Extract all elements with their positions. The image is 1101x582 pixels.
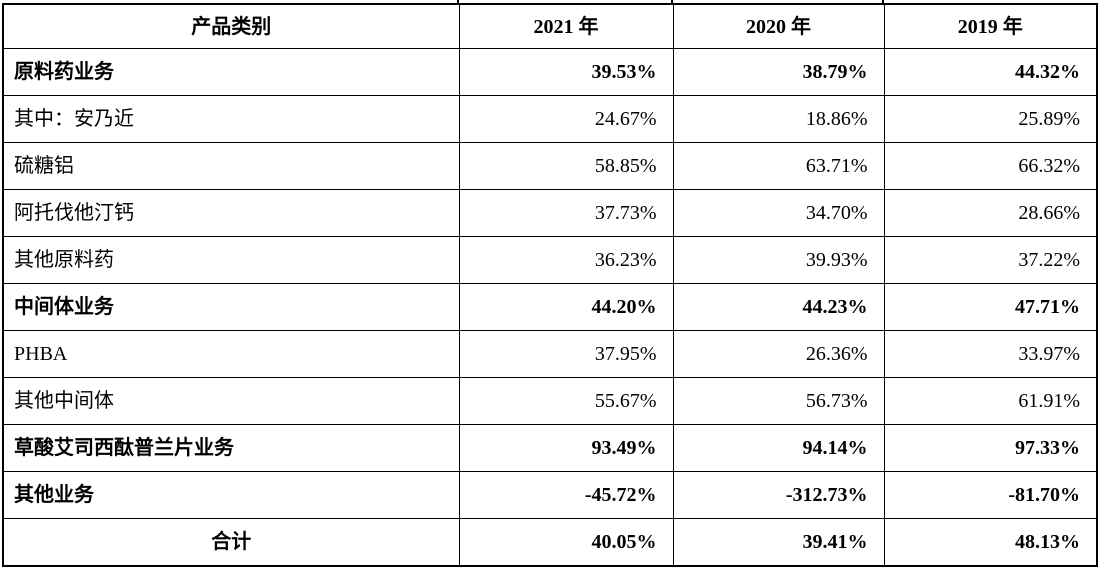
table-row-escitalopram-business: 草酸艾司西酞普兰片业务 93.49% 94.14% 97.33% [2,424,1098,472]
cell-value: -312.73% [672,471,885,519]
cell-value: 47.71% [883,283,1098,331]
cell-value: 34.70% [672,189,885,237]
row-label: 原料药业务 [2,48,460,96]
column-header-2019: 2019 年 [883,3,1098,49]
cell-value: 25.89% [883,95,1098,143]
table-row-total: 合计 40.05% 39.41% 48.13% [2,518,1098,567]
cell-value: 33.97% [883,330,1098,378]
column-line-stub [671,0,673,4]
table-row-sucralfate: 硫糖铝 58.85% 63.71% 66.32% [2,142,1098,190]
cell-value: 39.53% [458,48,674,96]
cell-value: 66.32% [883,142,1098,190]
cell-value: 37.22% [883,236,1098,284]
cell-value: 18.86% [672,95,885,143]
row-label: 其他中间体 [2,377,460,425]
cell-value: 40.05% [458,518,674,567]
table-row-other-intermediates: 其他中间体 55.67% 56.73% 61.91% [2,377,1098,425]
cell-value: 56.73% [672,377,885,425]
cell-value: 55.67% [458,377,674,425]
row-label: 中间体业务 [2,283,460,331]
table-row-other-api: 其他原料药 36.23% 39.93% 37.22% [2,236,1098,284]
row-label: 硫糖铝 [2,142,460,190]
cell-value: 93.49% [458,424,674,472]
row-label: 合计 [2,518,460,567]
cell-value: 37.73% [458,189,674,237]
cell-value: 44.20% [458,283,674,331]
column-header-2020: 2020 年 [672,3,885,49]
cell-value: 26.36% [672,330,885,378]
column-header-2021: 2021 年 [458,3,674,49]
cell-value: 39.41% [672,518,885,567]
cell-value: 36.23% [458,236,674,284]
row-label: 其中：安乃近 [2,95,460,143]
cell-value: 63.71% [672,142,885,190]
table-row-atorvastatin: 阿托伐他汀钙 37.73% 34.70% 28.66% [2,189,1098,237]
cell-value: 61.91% [883,377,1098,425]
product-margin-table: 产品类别 2021 年 2020 年 2019 年 原料药业务 39.53% 3… [2,3,1098,567]
table-row-other-business: 其他业务 -45.72% -312.73% -81.70% [2,471,1098,519]
cell-value: 48.13% [883,518,1098,567]
table-row-phba: PHBA 37.95% 26.36% 33.97% [2,330,1098,378]
cell-value: -45.72% [458,471,674,519]
row-label: 其他业务 [2,471,460,519]
cell-value: 38.79% [672,48,885,96]
table-header-row: 产品类别 2021 年 2020 年 2019 年 [2,3,1098,49]
cell-value: 94.14% [672,424,885,472]
cell-value: 44.23% [672,283,885,331]
cell-value: 28.66% [883,189,1098,237]
table-row-api-business: 原料药业务 39.53% 38.79% 44.32% [2,48,1098,96]
cell-value: 44.32% [883,48,1098,96]
cell-value: -81.70% [883,471,1098,519]
cell-value: 37.95% [458,330,674,378]
cell-value: 24.67% [458,95,674,143]
column-line-stub [457,0,459,4]
row-label: 其他原料药 [2,236,460,284]
column-line-stub [882,0,884,4]
table-row-analgin: 其中：安乃近 24.67% 18.86% 25.89% [2,95,1098,143]
cell-value: 58.85% [458,142,674,190]
row-label: 阿托伐他汀钙 [2,189,460,237]
row-label: 草酸艾司西酞普兰片业务 [2,424,460,472]
column-header-category: 产品类别 [2,3,460,49]
cell-value: 39.93% [672,236,885,284]
cell-value: 97.33% [883,424,1098,472]
row-label: PHBA [2,330,460,378]
table-row-intermediates-business: 中间体业务 44.20% 44.23% 47.71% [2,283,1098,331]
